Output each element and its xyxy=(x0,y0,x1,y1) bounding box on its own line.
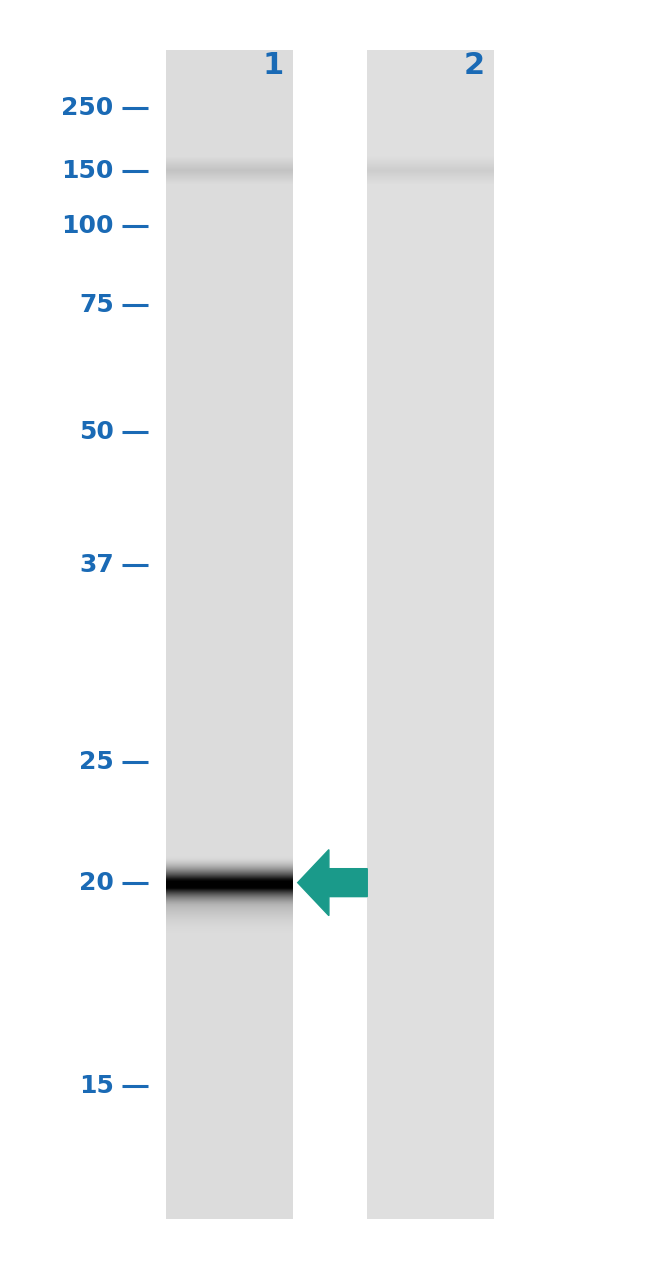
Text: 2: 2 xyxy=(464,51,485,80)
Text: 37: 37 xyxy=(79,554,114,577)
Text: 20: 20 xyxy=(79,871,114,894)
Text: 250: 250 xyxy=(62,97,114,119)
Text: 25: 25 xyxy=(79,751,114,773)
Text: 150: 150 xyxy=(61,160,114,183)
Text: 15: 15 xyxy=(79,1074,114,1097)
Text: 100: 100 xyxy=(61,215,114,237)
Text: 50: 50 xyxy=(79,420,114,443)
Text: 1: 1 xyxy=(263,51,283,80)
FancyArrow shape xyxy=(298,850,367,916)
Text: 75: 75 xyxy=(79,293,114,316)
